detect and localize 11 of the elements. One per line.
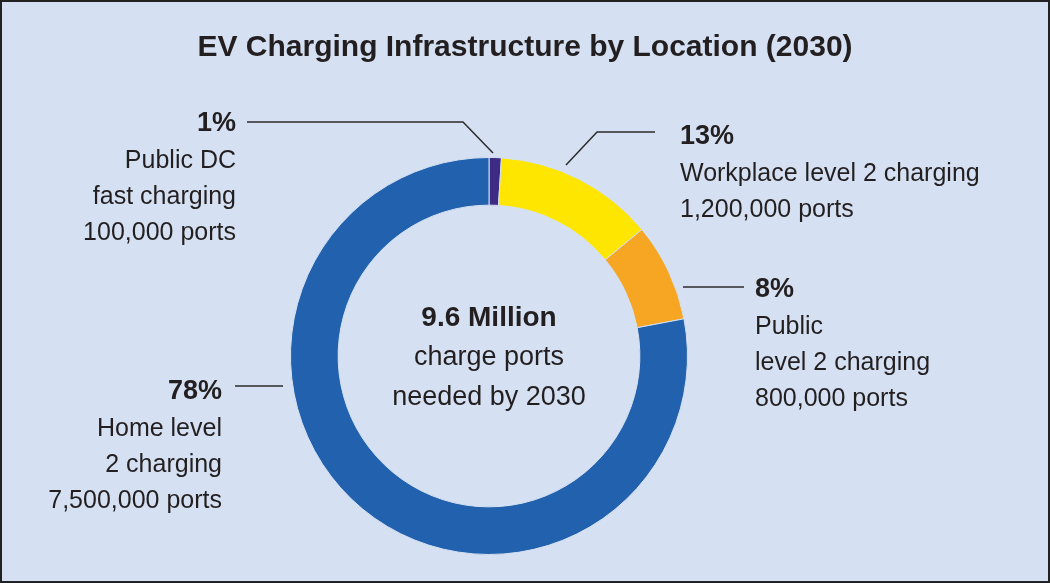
slice-label: Workplace level 2 charging 1,200,000 ports — [680, 157, 980, 222]
text: 9.6 Million — [421, 300, 557, 332]
chart-title: EV Charging Infrastructure by Location (2030) — [197, 29, 853, 63]
text: charge ports needed by 2030 — [392, 341, 586, 412]
data-label: 13% — [680, 120, 735, 151]
slice-label: Public level 2 charging 800,000 ports — [755, 310, 931, 411]
data-label: 78% — [167, 375, 222, 406]
data-label: 1% — [196, 107, 236, 138]
data-label: 8% — [755, 273, 795, 304]
slice-label: Home level 2 charging 7,500,000 ports — [48, 412, 222, 513]
slice-label: Public DC fast charging 100,000 ports — [83, 144, 236, 245]
